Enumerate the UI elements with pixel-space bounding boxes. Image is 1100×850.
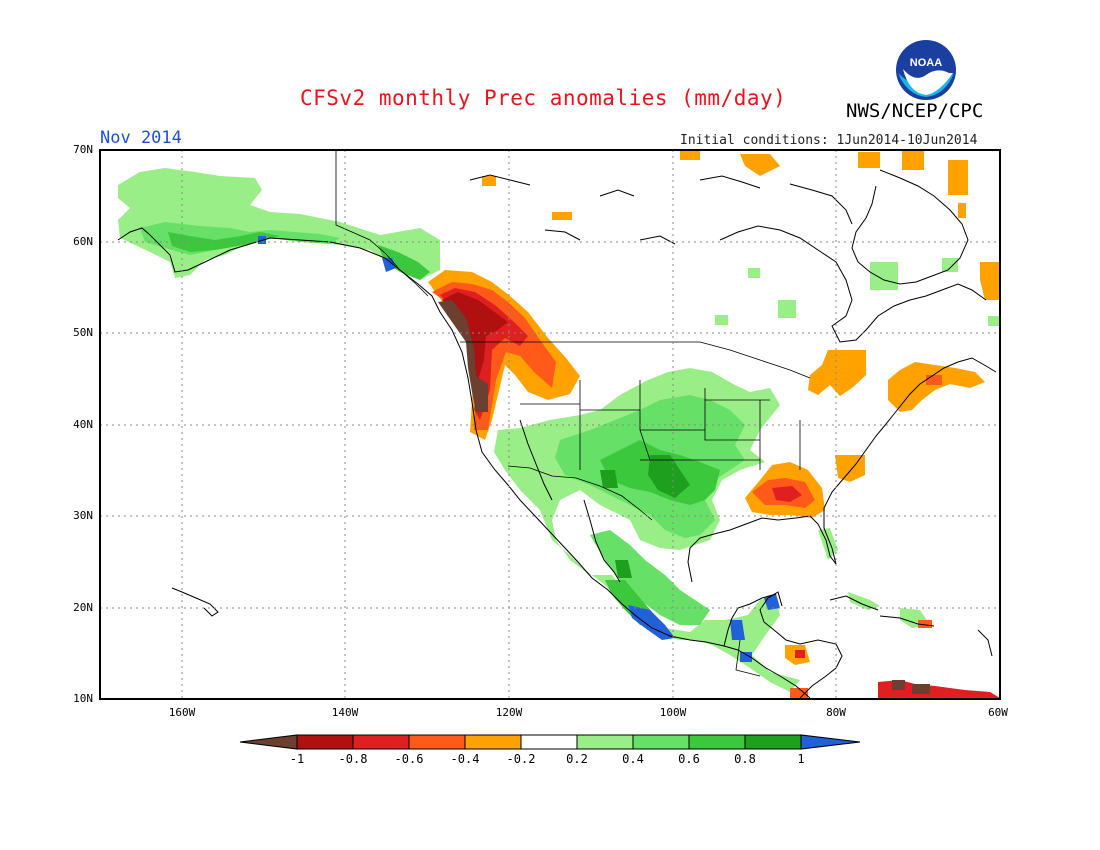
anomaly-region	[552, 212, 572, 220]
map-gridlines	[100, 150, 1000, 699]
initial-conditions-label: Initial conditions: 1Jun2014-10Jun2014	[680, 133, 978, 148]
colorbar-max-triangle	[800, 734, 861, 750]
anomaly-region	[740, 154, 780, 176]
colorbar-label: 0.2	[566, 752, 588, 766]
longitude-label: 80W	[826, 706, 846, 719]
colorbar-swatch	[352, 734, 410, 750]
latitude-label: 10N	[73, 692, 93, 705]
anomaly-region	[590, 530, 710, 625]
valid-month-label: Nov 2014	[100, 128, 182, 148]
colorbar-label: 0.4	[622, 752, 644, 766]
colorbar-label: 0.6	[678, 752, 700, 766]
anomaly-region	[808, 350, 866, 396]
anomaly-region	[878, 680, 1000, 698]
anomaly-region	[680, 150, 700, 160]
anomaly-region	[795, 650, 805, 658]
noaa-logo-icon: NOAA	[896, 40, 956, 100]
longitude-label: 100W	[659, 706, 687, 719]
longitude-label: 120W	[495, 706, 523, 719]
anomaly-region	[790, 688, 808, 698]
latitude-label: 30N	[73, 509, 93, 522]
anomaly-region	[980, 262, 1000, 300]
colorbar-swatch	[576, 734, 634, 750]
longitude-label: 140W	[331, 706, 359, 719]
agency-label: NWS/NCEP/CPC	[846, 100, 984, 122]
colorbar-swatch	[408, 734, 466, 750]
colorbar-swatch	[744, 734, 802, 750]
anomaly-region	[648, 455, 690, 498]
svg-text:NOAA: NOAA	[910, 57, 942, 69]
anomaly-region	[628, 605, 675, 640]
colorbar-min-triangle	[239, 734, 298, 750]
anomaly-region	[482, 176, 496, 186]
anomaly-region	[888, 362, 985, 412]
colorbar-label: -0.6	[394, 752, 424, 766]
political-borders	[335, 150, 811, 677]
anomaly-region	[615, 560, 632, 578]
coastlines	[117, 169, 997, 699]
latitude-label: 40N	[73, 417, 93, 431]
longitude-label: 160W	[168, 706, 196, 719]
latitude-label: 50N	[73, 326, 93, 339]
colorbar-swatch	[688, 734, 746, 750]
anomaly-region	[988, 316, 1000, 326]
anomaly-region	[912, 684, 930, 694]
colorbar-label: -1	[289, 752, 305, 766]
anomaly-region	[958, 203, 966, 218]
anomaly-region	[892, 680, 905, 690]
colorbar	[239, 734, 861, 750]
anomaly-region	[748, 268, 760, 278]
anomaly-region	[438, 300, 488, 412]
colorbar-swatch	[464, 734, 522, 750]
longitude-label: 60W	[988, 706, 1008, 719]
colorbar-swatch	[520, 734, 578, 750]
anomaly-region	[942, 258, 958, 272]
anomaly-region	[870, 262, 898, 290]
colorbar-label: -0.8	[338, 752, 368, 766]
anomaly-region	[740, 652, 752, 662]
latitude-label: 60N	[73, 234, 93, 248]
anomaly-region	[926, 375, 942, 385]
anomaly-region	[858, 152, 880, 168]
anomaly-region	[772, 486, 802, 502]
map-title: CFSv2 monthly Prec anomalies (mm/day)	[300, 86, 787, 110]
anomaly-region	[715, 315, 728, 325]
colorbar-label: -0.2	[506, 752, 536, 766]
latitude-label: 70N	[73, 143, 93, 156]
anomaly-region	[948, 160, 968, 195]
latitude-label: 20N	[73, 600, 93, 614]
anomaly-region	[378, 245, 430, 280]
anomaly-region	[778, 300, 796, 318]
colorbar-label: -0.4	[450, 752, 480, 766]
colorbar-swatch	[632, 734, 690, 750]
anomaly-region	[902, 150, 924, 170]
anomaly-region	[168, 232, 280, 252]
colorbar-label: 1	[797, 752, 805, 766]
anomaly-region	[848, 592, 880, 610]
map-frame	[99, 149, 1001, 700]
colorbar-label: 0.8	[734, 752, 756, 766]
colorbar-swatch	[296, 734, 354, 750]
anomaly-region	[918, 620, 932, 628]
anomaly-region	[730, 620, 745, 640]
anomaly-region	[600, 470, 618, 488]
